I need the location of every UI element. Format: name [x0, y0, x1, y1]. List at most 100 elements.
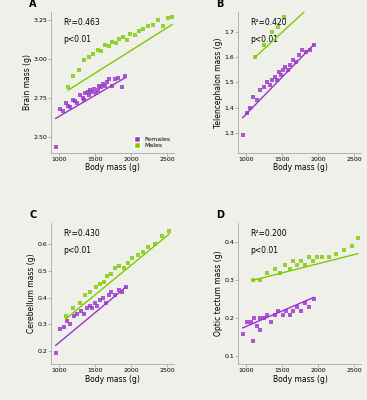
Point: [306, 304, 312, 310]
Point: [240, 132, 246, 138]
Point: [104, 273, 110, 280]
Text: D: D: [216, 210, 224, 220]
Point: [86, 54, 92, 60]
Text: p<0.01: p<0.01: [64, 34, 92, 44]
Point: [250, 277, 256, 284]
Point: [63, 100, 69, 106]
Point: [136, 28, 142, 34]
Point: [293, 59, 299, 66]
Point: [88, 289, 94, 296]
Point: [287, 266, 293, 272]
Point: [319, 254, 325, 261]
Y-axis label: Brain mass (g): Brain mass (g): [23, 54, 32, 110]
Point: [145, 23, 150, 29]
Point: [291, 6, 297, 13]
Point: [70, 305, 76, 312]
Point: [97, 297, 103, 304]
Point: [307, 46, 313, 53]
Point: [276, 69, 282, 76]
Point: [355, 235, 361, 242]
Point: [250, 338, 256, 344]
Point: [65, 103, 71, 109]
Point: [145, 244, 151, 250]
X-axis label: Body mass (g): Body mass (g): [86, 374, 140, 384]
Text: R²=0.430: R²=0.430: [64, 229, 101, 238]
Point: [120, 34, 126, 40]
Point: [141, 26, 146, 32]
Point: [102, 82, 108, 89]
Point: [70, 96, 76, 103]
Point: [254, 97, 259, 103]
Point: [94, 302, 100, 309]
Point: [119, 289, 125, 296]
Point: [106, 43, 112, 50]
Point: [84, 305, 90, 312]
Point: [83, 90, 88, 96]
Point: [261, 42, 267, 48]
Point: [294, 0, 300, 5]
Point: [283, 64, 288, 70]
Point: [53, 143, 59, 150]
X-axis label: Body mass (g): Body mass (g): [273, 163, 327, 172]
Point: [112, 292, 118, 298]
Point: [248, 319, 254, 325]
Point: [92, 90, 98, 96]
Point: [294, 262, 300, 268]
Point: [109, 289, 115, 296]
Point: [97, 281, 103, 288]
Point: [295, 52, 301, 58]
Point: [112, 265, 118, 272]
Point: [287, 311, 293, 318]
Legend: Females, Males: Females, Males: [129, 135, 171, 150]
Point: [152, 241, 158, 248]
Point: [315, 254, 320, 261]
Point: [299, 46, 305, 53]
Point: [132, 32, 138, 39]
Point: [88, 87, 94, 94]
Point: [61, 324, 67, 330]
Point: [247, 104, 253, 111]
Point: [100, 81, 106, 87]
Point: [81, 310, 87, 317]
Point: [257, 326, 263, 333]
Point: [103, 300, 109, 306]
Point: [165, 15, 171, 22]
Point: [121, 265, 127, 272]
Point: [130, 254, 135, 261]
Point: [268, 319, 274, 325]
Point: [119, 84, 124, 90]
Point: [240, 330, 246, 337]
Text: R²=0.420: R²=0.420: [251, 18, 287, 27]
Point: [91, 86, 97, 92]
Text: p<0.01: p<0.01: [64, 246, 92, 255]
Point: [80, 95, 86, 101]
Point: [96, 82, 102, 89]
Point: [71, 313, 77, 319]
Point: [280, 67, 286, 73]
Point: [100, 294, 106, 301]
Point: [109, 82, 115, 89]
Point: [257, 87, 263, 93]
Point: [261, 315, 267, 322]
Point: [127, 31, 133, 37]
Point: [123, 284, 129, 290]
Point: [291, 258, 297, 264]
Point: [261, 84, 267, 91]
Point: [87, 302, 93, 309]
Point: [265, 79, 270, 86]
Point: [115, 74, 121, 81]
Point: [286, 4, 292, 10]
Point: [65, 84, 71, 90]
Point: [285, 67, 291, 73]
Point: [250, 94, 256, 101]
Point: [109, 38, 115, 45]
Point: [63, 318, 69, 325]
Point: [267, 82, 273, 88]
Y-axis label: Cerebellum mass (g): Cerebellum mass (g): [27, 254, 36, 334]
Point: [77, 92, 83, 98]
Point: [306, 254, 312, 261]
Point: [160, 23, 166, 29]
Point: [304, 49, 309, 56]
Point: [274, 77, 280, 83]
Point: [311, 42, 317, 48]
